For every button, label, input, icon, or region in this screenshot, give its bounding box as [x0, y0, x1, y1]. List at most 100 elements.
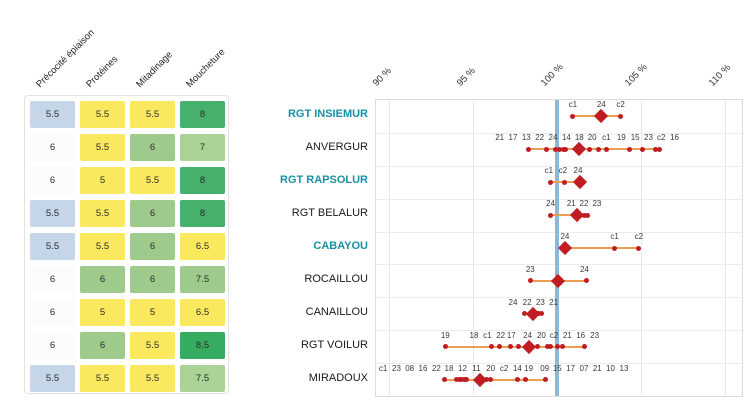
table-cell: 6 — [130, 200, 175, 227]
year-point — [548, 212, 554, 218]
year-point — [570, 113, 576, 119]
year-point — [583, 278, 589, 284]
reference-line-100pct — [555, 100, 560, 396]
point-label: c2 — [549, 330, 559, 340]
point-label: 14 — [561, 133, 571, 143]
point-label: c2 — [656, 133, 666, 143]
table-cell: 5.5 — [130, 365, 175, 392]
year-point — [562, 146, 568, 152]
year-point — [442, 344, 448, 350]
point-label: 16 — [670, 133, 679, 143]
point-label: 21 — [562, 330, 572, 340]
point-label: 20 — [587, 133, 597, 143]
point-label: 17 — [506, 330, 516, 340]
year-range-line — [564, 247, 639, 249]
table-cell: 5 — [80, 167, 125, 194]
year-point — [627, 146, 632, 152]
year-point — [554, 344, 560, 350]
year-point — [543, 146, 549, 152]
variety-label: ROCAILLOU — [304, 272, 368, 285]
point-label: c2 — [499, 363, 509, 373]
mean-diamond — [521, 339, 536, 354]
point-label: c2 — [558, 166, 568, 176]
year-range-line — [445, 345, 585, 348]
point-label: 22 — [579, 199, 589, 209]
gridline-vertical — [641, 100, 643, 396]
point-label: c1 — [610, 232, 619, 241]
mean-diamond — [569, 208, 584, 223]
point-label: 22 — [496, 330, 506, 340]
point-label: c1 — [544, 166, 554, 176]
year-point — [538, 311, 544, 317]
year-point — [612, 245, 618, 251]
variety-label: MIRADOUX — [308, 371, 368, 384]
year-point — [652, 146, 658, 152]
table-cell: 6.5 — [180, 233, 225, 260]
table-cell: 7.5 — [180, 266, 225, 293]
gridline-vertical — [725, 100, 727, 396]
point-label: 22 — [431, 363, 441, 373]
year-range-line — [444, 378, 546, 381]
table-cell: 8 — [180, 167, 225, 194]
point-label: 24 — [523, 330, 533, 340]
year-point — [548, 344, 554, 350]
table-cell: 5.5 — [80, 365, 125, 392]
variety-label: RGT BELALUR — [291, 207, 368, 220]
point-label: 07 — [579, 363, 589, 373]
mean-diamond — [525, 306, 541, 321]
table-cell: 8.5 — [180, 332, 225, 359]
point-label: 15 — [630, 133, 640, 143]
table-cell: 5.5 — [80, 101, 125, 128]
axis-tick-label: 95 % — [455, 65, 479, 89]
gridline-vertical — [389, 100, 391, 396]
year-point — [543, 377, 549, 383]
year-point — [514, 377, 520, 383]
table-cell: 6 — [30, 167, 75, 194]
mean-diamond — [557, 240, 572, 256]
year-point — [618, 113, 624, 119]
point-label: 24 — [546, 199, 556, 209]
point-label: 22 — [522, 297, 532, 307]
year-point — [636, 245, 642, 251]
point-label: 19 — [440, 330, 450, 340]
point-label: 23 — [525, 264, 535, 274]
table-cell: 6 — [130, 233, 175, 260]
point-label: 19 — [616, 133, 626, 143]
point-label: 20 — [486, 363, 496, 373]
point-label: 23 — [592, 199, 602, 209]
table-cell: 8 — [180, 200, 225, 227]
point-label: 23 — [392, 363, 401, 373]
table-cell: 5.5 — [30, 200, 75, 227]
point-label: 08 — [405, 363, 415, 373]
point-label: 12 — [458, 363, 467, 373]
point-label: 23 — [644, 133, 653, 143]
criteria-table: Précocité épiaison Protéines Mitadinage Mou… — [24, 0, 231, 402]
point-label: c2 — [616, 100, 625, 110]
mean-diamond — [572, 142, 587, 157]
table-cell: 6.5 — [180, 299, 225, 326]
point-label: c2 — [634, 232, 644, 241]
year-point — [603, 146, 609, 152]
year-point — [582, 344, 588, 350]
mean-diamond — [594, 109, 609, 124]
point-label: 21 — [592, 363, 602, 373]
variety-label: RGT RAPSOLUR — [280, 174, 368, 187]
table-cell: 5 — [80, 299, 125, 326]
year-point — [557, 146, 563, 152]
year-point — [548, 179, 554, 185]
point-label: 09 — [540, 363, 550, 373]
axis-tick-label: 105 % — [623, 61, 650, 89]
variety-label: CABAYOU — [313, 240, 368, 252]
point-label: 11 — [472, 363, 481, 373]
point-label: 24 — [579, 264, 589, 274]
table-cell: 6 — [130, 266, 175, 293]
year-point — [507, 344, 513, 350]
year-point — [595, 146, 601, 152]
table-cell: 6 — [80, 266, 125, 293]
year-point — [464, 377, 470, 383]
table-cell: 7 — [180, 134, 225, 161]
variety-label: RGT VOILUR — [300, 338, 368, 351]
axis-tick-label: 100 % — [539, 61, 566, 89]
year-range-line — [550, 214, 588, 217]
year-point — [581, 212, 587, 218]
